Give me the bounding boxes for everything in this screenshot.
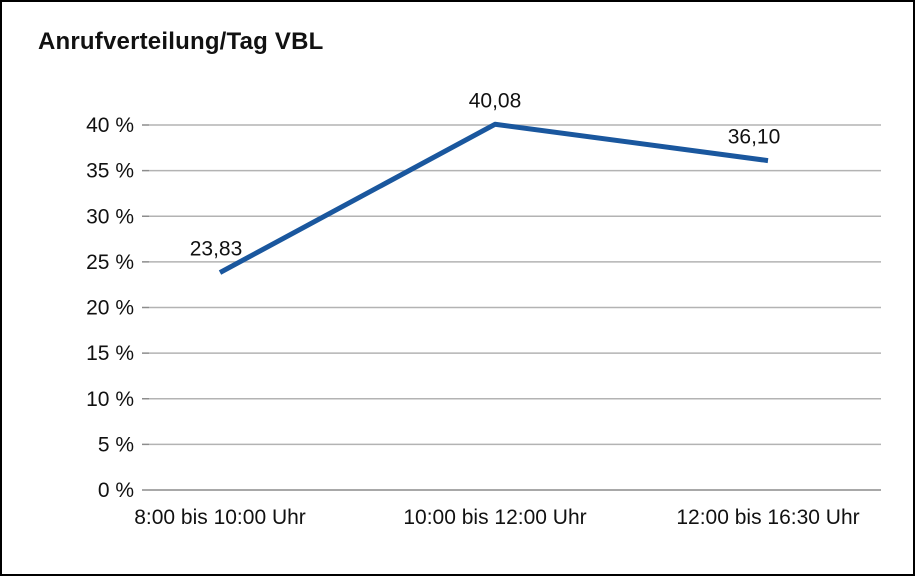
y-tick-label: 20 % (86, 297, 134, 320)
y-tick-label: 30 % (86, 205, 134, 228)
y-tick-label: 5 % (98, 433, 134, 456)
x-category-label: 8:00 bis 10:00 Uhr (134, 506, 306, 529)
y-tick-label: 10 % (86, 388, 134, 411)
x-category-label: 10:00 bis 12:00 Uhr (403, 506, 586, 529)
y-tick-label: 40 % (86, 114, 134, 137)
y-tick-label: 0 % (98, 479, 134, 502)
y-tick-label: 25 % (86, 251, 134, 274)
y-tick-label: 15 % (86, 342, 134, 365)
y-tick-label: 35 % (86, 160, 134, 183)
x-category-label: 12:00 bis 16:30 Uhr (676, 506, 859, 529)
data-label: 23,83 (190, 238, 243, 261)
chart-title: Anrufverteilung/Tag VBL (38, 28, 324, 55)
data-label: 40,08 (469, 89, 522, 112)
data-label: 36,10 (728, 126, 781, 149)
data-line (218, 121, 769, 275)
